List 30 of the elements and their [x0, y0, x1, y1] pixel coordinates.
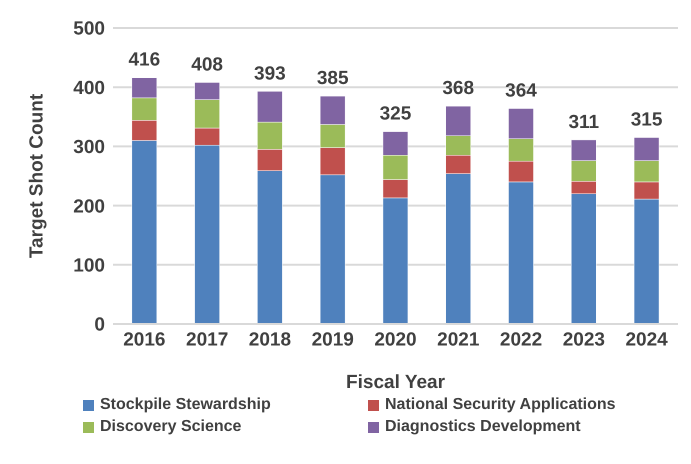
total-label: 368: [442, 78, 474, 100]
x-tick-label: 2020: [374, 329, 417, 350]
legend-label: Discovery Science: [100, 418, 242, 436]
x-tick-label: 2017: [186, 329, 228, 350]
x-tick-label: 2018: [248, 329, 292, 350]
x-tick-label: 2016: [123, 329, 166, 350]
y-tick-label: 0: [94, 314, 105, 336]
y-tick-label: 400: [73, 78, 105, 99]
y-tick-label: 100: [73, 256, 105, 277]
y-tick-label: 200: [73, 196, 105, 218]
total-label: 416: [128, 50, 160, 71]
x-tick-label: 2024: [625, 329, 668, 350]
y-tick-label: 500: [73, 18, 105, 40]
total-label: 364: [505, 80, 538, 102]
total-label: 311: [568, 112, 600, 133]
total-label: 315: [630, 110, 663, 131]
x-tick-label: 2021: [437, 329, 480, 350]
y-axis-title: Target Shot Count: [26, 93, 48, 258]
legend-label: Stockpile Stewardship: [100, 396, 271, 414]
legend-label: Diagnostics Development: [385, 418, 581, 436]
legend-label: National Security Applications: [385, 396, 616, 414]
x-tick-label: 2023: [562, 329, 605, 350]
total-label: 408: [191, 54, 223, 76]
x-tick-label: 2022: [500, 329, 542, 350]
y-tick-label: 300: [73, 137, 105, 158]
x-tick-label: 2019: [312, 329, 354, 350]
x-axis-title: Fiscal Year: [346, 372, 446, 393]
total-label: 393: [254, 63, 286, 84]
total-label: 385: [316, 68, 349, 90]
total-label: 325: [380, 104, 412, 125]
